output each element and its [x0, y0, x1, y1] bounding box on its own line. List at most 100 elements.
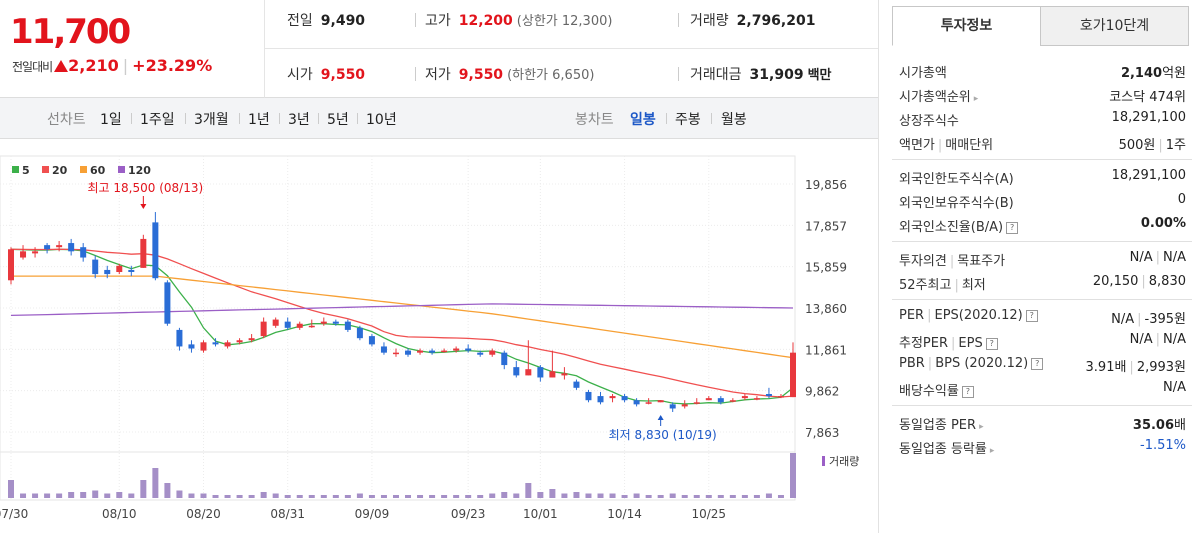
- volume-bar: [693, 495, 700, 498]
- candle-body: [248, 338, 255, 341]
- low-annotation: 최저 8,830 (10/19): [609, 428, 717, 442]
- help-icon[interactable]: ?: [961, 386, 974, 398]
- candle-chart-label: 봉차트: [575, 112, 614, 128]
- volume-bar: [513, 493, 520, 498]
- info-row: 외국인보유주식수(B) 0: [892, 188, 1192, 212]
- info-key: PER: [899, 308, 925, 323]
- period-3month[interactable]: 3개월: [194, 112, 229, 128]
- price-summary: 11,700 전일대비 2,210 | +23.29%: [0, 0, 265, 98]
- change-rate: +23.29%: [132, 56, 213, 75]
- info-value: N/A: [1163, 380, 1186, 395]
- ma-line-120: [10, 303, 794, 317]
- candle-body: [308, 325, 315, 328]
- x-tick-label: 08/31: [270, 507, 305, 521]
- tab-investment-info[interactable]: 투자정보: [892, 6, 1041, 46]
- info-key: 시가총액순위: [899, 90, 971, 105]
- volume-bar: [705, 495, 712, 498]
- period-3year[interactable]: 3년: [288, 112, 310, 128]
- candle-daily[interactable]: 일봉: [630, 112, 656, 128]
- info-value: 18,291,100: [1111, 168, 1186, 183]
- legend-swatch: [118, 166, 125, 173]
- volume-bar: [44, 493, 51, 498]
- candlestick-chart: 19,856 17,857 15,859 13,860 11,861 9,862 7,863…: [0, 155, 859, 521]
- candle-body: [645, 402, 652, 404]
- candle-body: [453, 348, 460, 351]
- volume-bar: [272, 493, 279, 498]
- period-1day[interactable]: 1일: [100, 112, 122, 128]
- stat-volume: 거래량 2,796,201: [690, 13, 816, 29]
- y-tick-label: 15,859: [805, 261, 847, 275]
- candle-body: [705, 398, 712, 401]
- period-5year[interactable]: 5년: [327, 112, 349, 128]
- volume-bar: [717, 495, 724, 498]
- candle-body: [717, 398, 724, 403]
- volume-bar: [417, 495, 424, 498]
- info-row: 투자의견 | 목표주가 N/A | N/A: [899, 250, 1186, 269]
- stat-open: 시가 9,550: [287, 67, 366, 83]
- arrow-right-icon: ▸: [979, 422, 984, 432]
- candle-body: [765, 394, 772, 397]
- info-key: 추정PER: [899, 336, 949, 351]
- legend-label: 20: [52, 164, 68, 177]
- tab-orderbook[interactable]: 호가10단계: [1040, 6, 1189, 46]
- x-tick-label: 10/01: [523, 507, 558, 521]
- info-key: PBR: [899, 356, 925, 371]
- volume-bar: [344, 495, 351, 498]
- info-value: 0: [1177, 192, 1186, 207]
- info-value: 코스닥 474위: [1109, 90, 1186, 105]
- volume-bar: [573, 492, 580, 498]
- volume-bar: [441, 495, 448, 498]
- candle-body: [609, 396, 616, 399]
- help-icon[interactable]: ?: [1025, 310, 1038, 322]
- info-value-2: 1주: [1165, 138, 1186, 153]
- candle-body: [332, 321, 339, 324]
- candle-body: [525, 369, 532, 376]
- volume-bar: [32, 493, 39, 498]
- info-key: 52주최고: [899, 278, 952, 293]
- help-icon[interactable]: ?: [1031, 358, 1044, 370]
- stat-prev: 전일 9,490: [287, 13, 366, 29]
- help-icon[interactable]: ?: [985, 338, 998, 350]
- period-1year[interactable]: 1년: [248, 112, 270, 128]
- volume-bar: [729, 495, 736, 498]
- info-value-2: -395원: [1144, 312, 1186, 327]
- candle-body: [441, 350, 448, 353]
- info-value-2: 8,830: [1148, 274, 1186, 289]
- candle-body: [585, 391, 592, 401]
- volume-bar: [176, 490, 183, 498]
- volume-bar: [465, 495, 472, 498]
- volume-bar: [392, 495, 399, 498]
- x-tick-label: 09/23: [451, 507, 486, 521]
- candle-body: [489, 350, 496, 355]
- y-tick-label: 19,856: [805, 178, 847, 192]
- info-key: 투자의견: [899, 254, 947, 269]
- period-10year[interactable]: 10년: [366, 112, 397, 128]
- chart-toolbar: 선차트 1일 1주일 3개월 1년 3년 5년 10년 봉차트 일봉 주봉 월봉: [0, 98, 878, 139]
- candle-weekly[interactable]: 주봉: [675, 112, 701, 128]
- volume-bar: [284, 495, 291, 498]
- help-icon[interactable]: ?: [1006, 222, 1019, 234]
- info-row: 동일업종 PER ▸ 35.06배: [892, 410, 1192, 434]
- candle-monthly[interactable]: 월봉: [721, 112, 747, 128]
- volume-bar: [645, 495, 652, 498]
- info-key-2: 최저: [961, 278, 986, 293]
- volume-bar: [260, 492, 267, 498]
- volume-bar: [657, 495, 664, 498]
- info-panel: 투자정보 호가10단계 시가총액 2,140억원 시가총액순위 ▸ 코스닥 474위 상장…: [892, 0, 1197, 533]
- info-group: PER | EPS(2020.12)? N/A | -395원 추정PER | EPS? N/A |…: [892, 300, 1192, 406]
- candle-body: [152, 222, 159, 279]
- x-tick-label: 08/20: [186, 507, 221, 521]
- volume-bar: [8, 480, 14, 498]
- candle-body: [164, 282, 171, 324]
- info-value: N/A: [1129, 250, 1153, 265]
- candle-body: [68, 243, 75, 252]
- period-1week[interactable]: 1주일: [140, 112, 175, 128]
- y-tick-label: 13,860: [805, 302, 847, 316]
- volume-bar: [501, 492, 508, 498]
- info-key: 외국인보유주식수(B): [899, 196, 1014, 211]
- info-key: 배당수익률: [899, 384, 959, 399]
- info-key: 상장주식수: [899, 114, 959, 129]
- candle-body: [236, 340, 243, 343]
- volume-bar: [320, 495, 327, 498]
- candle-body: [657, 400, 664, 403]
